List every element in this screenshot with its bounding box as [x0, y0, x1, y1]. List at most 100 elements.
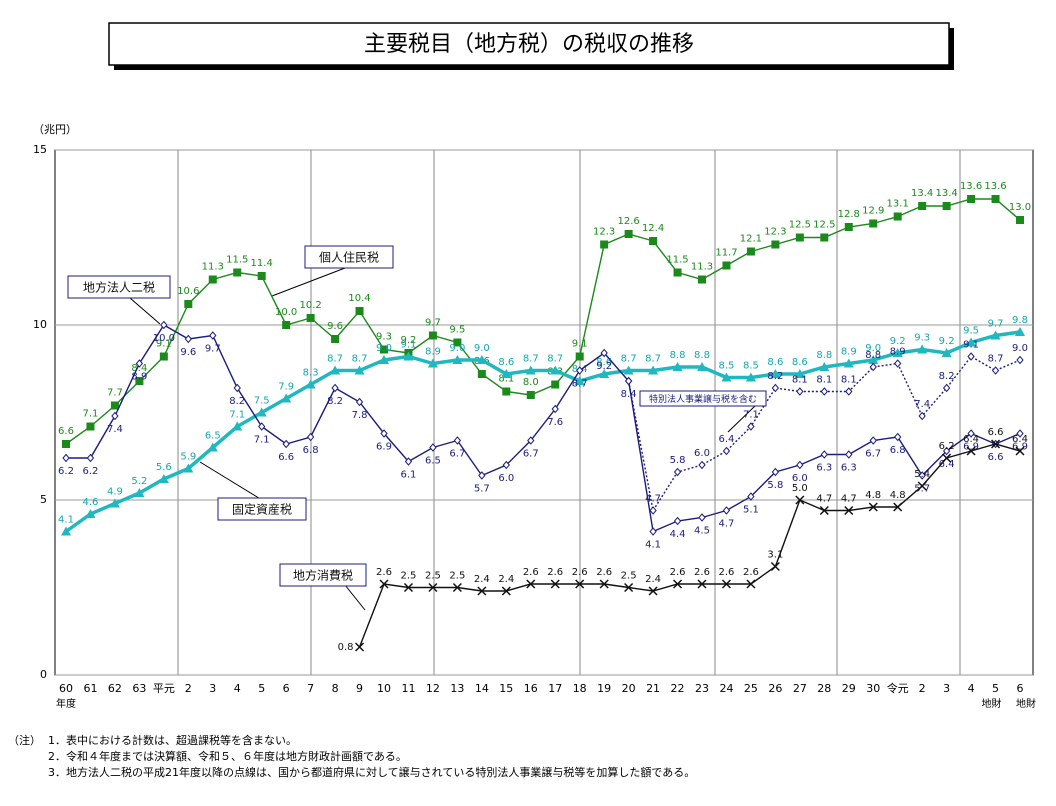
marker [771, 383, 780, 393]
marker [820, 233, 829, 242]
marker [306, 314, 315, 322]
arrow [129, 297, 161, 325]
x-tick-label: 16 [524, 682, 538, 695]
marker [967, 195, 976, 203]
value-label: 8.5 [719, 361, 735, 372]
marker [501, 369, 512, 378]
marker [86, 453, 95, 463]
value-label: 5.8 [670, 455, 686, 466]
marker [158, 474, 169, 483]
marker [453, 338, 462, 347]
marker [942, 453, 952, 463]
marker [844, 223, 853, 231]
marker [918, 202, 927, 210]
value-label: 6.2 [83, 466, 99, 477]
value-label: 8.8 [865, 350, 881, 361]
marker [941, 348, 952, 357]
x-tick-label: 27 [793, 682, 807, 695]
marker [771, 467, 780, 477]
marker [476, 355, 487, 364]
x-tick-label: 17 [548, 682, 562, 695]
value-label: 4.7 [816, 494, 832, 505]
value-label: 8.4 [621, 389, 637, 400]
marker [527, 436, 535, 445]
value-label: 7.1 [83, 409, 99, 420]
value-label: 8.7 [523, 354, 539, 365]
value-label: 0.8 [338, 642, 354, 653]
marker [624, 582, 634, 593]
marker [599, 369, 610, 378]
marker [794, 369, 805, 378]
marker [819, 362, 830, 371]
marker [967, 352, 975, 361]
note: 3．地方法人二税の平成21年度以降の点線は、国から都道府県に対して譲与されている… [48, 765, 695, 779]
marker [967, 429, 975, 438]
value-label: 6.8 [890, 445, 906, 456]
value-label: 12.4 [642, 223, 664, 234]
marker [844, 505, 854, 516]
value-label: 6.0 [498, 473, 514, 484]
y-tick-label: 0 [40, 668, 47, 681]
marker [942, 383, 951, 393]
value-label: 9.1 [963, 340, 979, 351]
value-label: 4.8 [865, 490, 881, 501]
legend-box [304, 245, 394, 269]
marker [551, 404, 559, 414]
marker [282, 439, 290, 449]
value-label: 9.0 [865, 343, 881, 354]
value-label: 5.4 [914, 469, 930, 480]
value-label: 8.6 [596, 357, 612, 368]
marker [526, 579, 536, 589]
x-tick-label: 令元 [887, 681, 909, 695]
marker [721, 579, 731, 589]
marker [672, 362, 683, 371]
marker [61, 526, 71, 536]
value-label: 6.7 [449, 449, 465, 460]
marker [428, 582, 438, 593]
marker [575, 579, 585, 589]
x-tick-label: 19 [597, 682, 611, 695]
marker [991, 366, 1000, 375]
x-tick-label: 4 [234, 682, 241, 695]
value-label: 5.9 [180, 452, 196, 463]
value-label: 12.3 [764, 227, 786, 238]
value-label: 2.6 [523, 567, 539, 578]
legend-label: 地方消費税 [293, 568, 353, 583]
marker [673, 516, 682, 526]
series-line [66, 324, 1021, 533]
value-label: 11.5 [226, 255, 248, 266]
value-label: 4.6 [83, 497, 99, 508]
x-tick-label: 60 [59, 682, 73, 695]
arrow [271, 267, 346, 297]
marker [502, 387, 511, 396]
marker [257, 272, 266, 280]
x-tick-label: 3 [943, 682, 950, 695]
x-tick-label: 23 [695, 682, 709, 695]
marker [135, 377, 144, 385]
marker [869, 436, 877, 445]
arrow [727, 405, 756, 433]
legend-label: 地方法人二税 [83, 280, 155, 295]
value-label: 4.9 [107, 487, 123, 498]
marker [62, 453, 70, 463]
marker [355, 307, 364, 315]
value-label: 8.3 [303, 368, 319, 379]
value-label: 8.7 [645, 354, 661, 365]
value-label: 9.7 [988, 319, 1004, 330]
marker [209, 331, 217, 340]
x-tick-label: 3 [209, 682, 216, 695]
value-label: 6.3 [816, 463, 832, 474]
value-label: 4.7 [841, 494, 857, 505]
marker [722, 446, 731, 456]
marker [747, 492, 755, 501]
value-label: 4.1 [645, 540, 661, 551]
value-label: 2.6 [694, 567, 710, 578]
value-label: 3.1 [767, 550, 783, 561]
period-lines [177, 150, 961, 675]
value-label: 2.5 [621, 571, 637, 582]
x-tick-label: 15 [499, 682, 513, 695]
value-label: 7.1 [229, 410, 245, 421]
marker [648, 586, 658, 596]
marker [648, 365, 659, 375]
marker [795, 233, 804, 242]
